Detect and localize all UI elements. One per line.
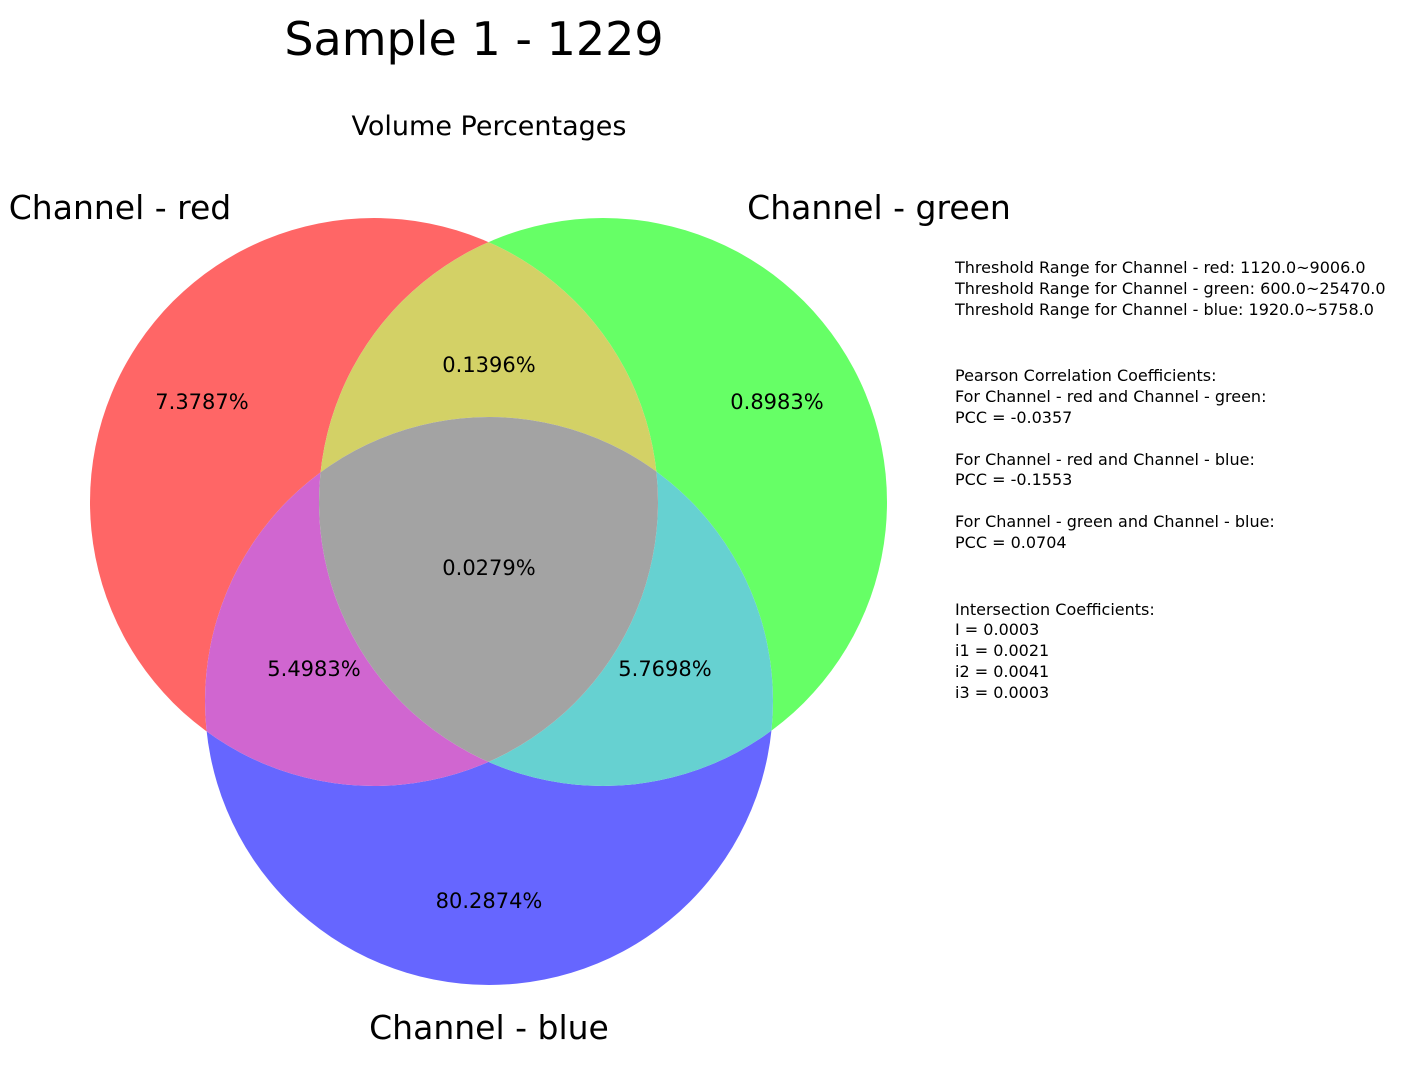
intersection-block: Intersection Coefficients: I = 0.0003 i1…: [955, 600, 1405, 704]
pearson-pair-label: For Channel - green and Channel - blue:: [955, 511, 1275, 531]
value-red-green: 0.1396%: [442, 353, 535, 377]
intersection-heading: Intersection Coefficients:: [955, 599, 1155, 619]
stats-panel: Threshold Range for Channel - red: 1120.…: [955, 258, 1405, 704]
pearson-pair-value: PCC = 0.0704: [955, 532, 1067, 552]
pearson-pair-label: For Channel - red and Channel - green:: [955, 387, 1267, 407]
chart-title: Sample 1 - 1229: [284, 12, 663, 66]
intersection-item: i2 = 0.0041: [955, 661, 1050, 681]
intersection-item: I = 0.0003: [955, 620, 1040, 640]
value-green-only: 0.8983%: [730, 390, 823, 414]
pearson-pair-value: PCC = -0.1553: [955, 470, 1073, 490]
intersection-item: i3 = 0.0003: [955, 682, 1050, 702]
region-all-three: [319, 417, 658, 786]
set-label-blue: Channel - blue: [369, 1008, 609, 1047]
value-all-three: 0.0279%: [442, 556, 535, 580]
chart-subtitle: Volume Percentages: [352, 111, 627, 142]
set-label-green: Channel - green: [747, 188, 1011, 227]
pearson-pair-value: PCC = -0.0357: [955, 407, 1073, 427]
value-red-only: 7.3787%: [155, 390, 248, 414]
set-label-red: Channel - red: [9, 188, 231, 227]
pearson-heading: Pearson Correlation Coefficients:: [955, 366, 1217, 386]
pearson-block: Pearson Correlation Coefficients: For Ch…: [955, 366, 1405, 553]
value-red-blue: 5.4983%: [267, 657, 360, 681]
threshold-green: Threshold Range for Channel - green: 600…: [955, 278, 1386, 298]
threshold-red: Threshold Range for Channel - red: 1120.…: [955, 258, 1366, 277]
value-green-blue: 5.7698%: [618, 657, 711, 681]
intersection-item: i1 = 0.0021: [955, 641, 1050, 661]
pearson-pair-label: For Channel - red and Channel - blue:: [955, 449, 1255, 469]
threshold-block: Threshold Range for Channel - red: 1120.…: [955, 258, 1405, 320]
value-blue-only: 80.2874%: [436, 889, 543, 913]
threshold-blue: Threshold Range for Channel - blue: 1920…: [955, 299, 1374, 319]
